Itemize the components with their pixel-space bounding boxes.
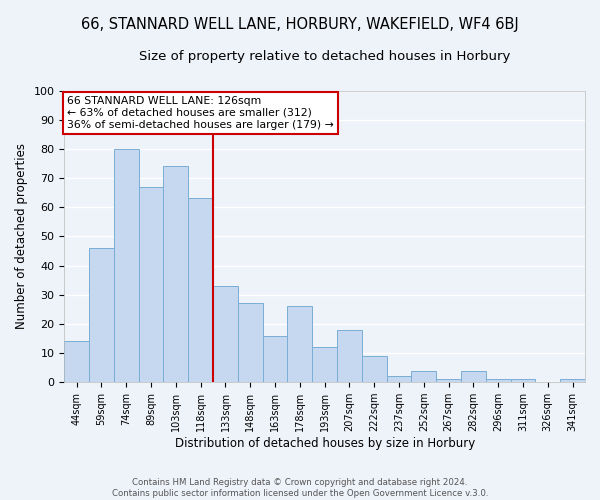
Bar — [213, 286, 238, 382]
Text: 66 STANNARD WELL LANE: 126sqm
← 63% of detached houses are smaller (312)
36% of : 66 STANNARD WELL LANE: 126sqm ← 63% of d… — [67, 96, 334, 130]
Bar — [461, 370, 486, 382]
Bar — [139, 187, 163, 382]
Bar — [312, 347, 337, 382]
Bar — [486, 380, 511, 382]
Bar — [337, 330, 362, 382]
Bar — [238, 304, 263, 382]
Y-axis label: Number of detached properties: Number of detached properties — [15, 144, 28, 330]
Bar — [64, 342, 89, 382]
Bar — [287, 306, 312, 382]
Bar — [362, 356, 386, 382]
Bar — [386, 376, 412, 382]
Bar — [188, 198, 213, 382]
Text: 66, STANNARD WELL LANE, HORBURY, WAKEFIELD, WF4 6BJ: 66, STANNARD WELL LANE, HORBURY, WAKEFIE… — [81, 18, 519, 32]
Bar — [412, 370, 436, 382]
Title: Size of property relative to detached houses in Horbury: Size of property relative to detached ho… — [139, 50, 511, 63]
Bar — [89, 248, 114, 382]
Bar — [511, 380, 535, 382]
Bar — [436, 380, 461, 382]
Text: Contains HM Land Registry data © Crown copyright and database right 2024.
Contai: Contains HM Land Registry data © Crown c… — [112, 478, 488, 498]
Bar — [263, 336, 287, 382]
X-axis label: Distribution of detached houses by size in Horbury: Distribution of detached houses by size … — [175, 437, 475, 450]
Bar — [163, 166, 188, 382]
Bar — [560, 380, 585, 382]
Bar — [114, 149, 139, 382]
